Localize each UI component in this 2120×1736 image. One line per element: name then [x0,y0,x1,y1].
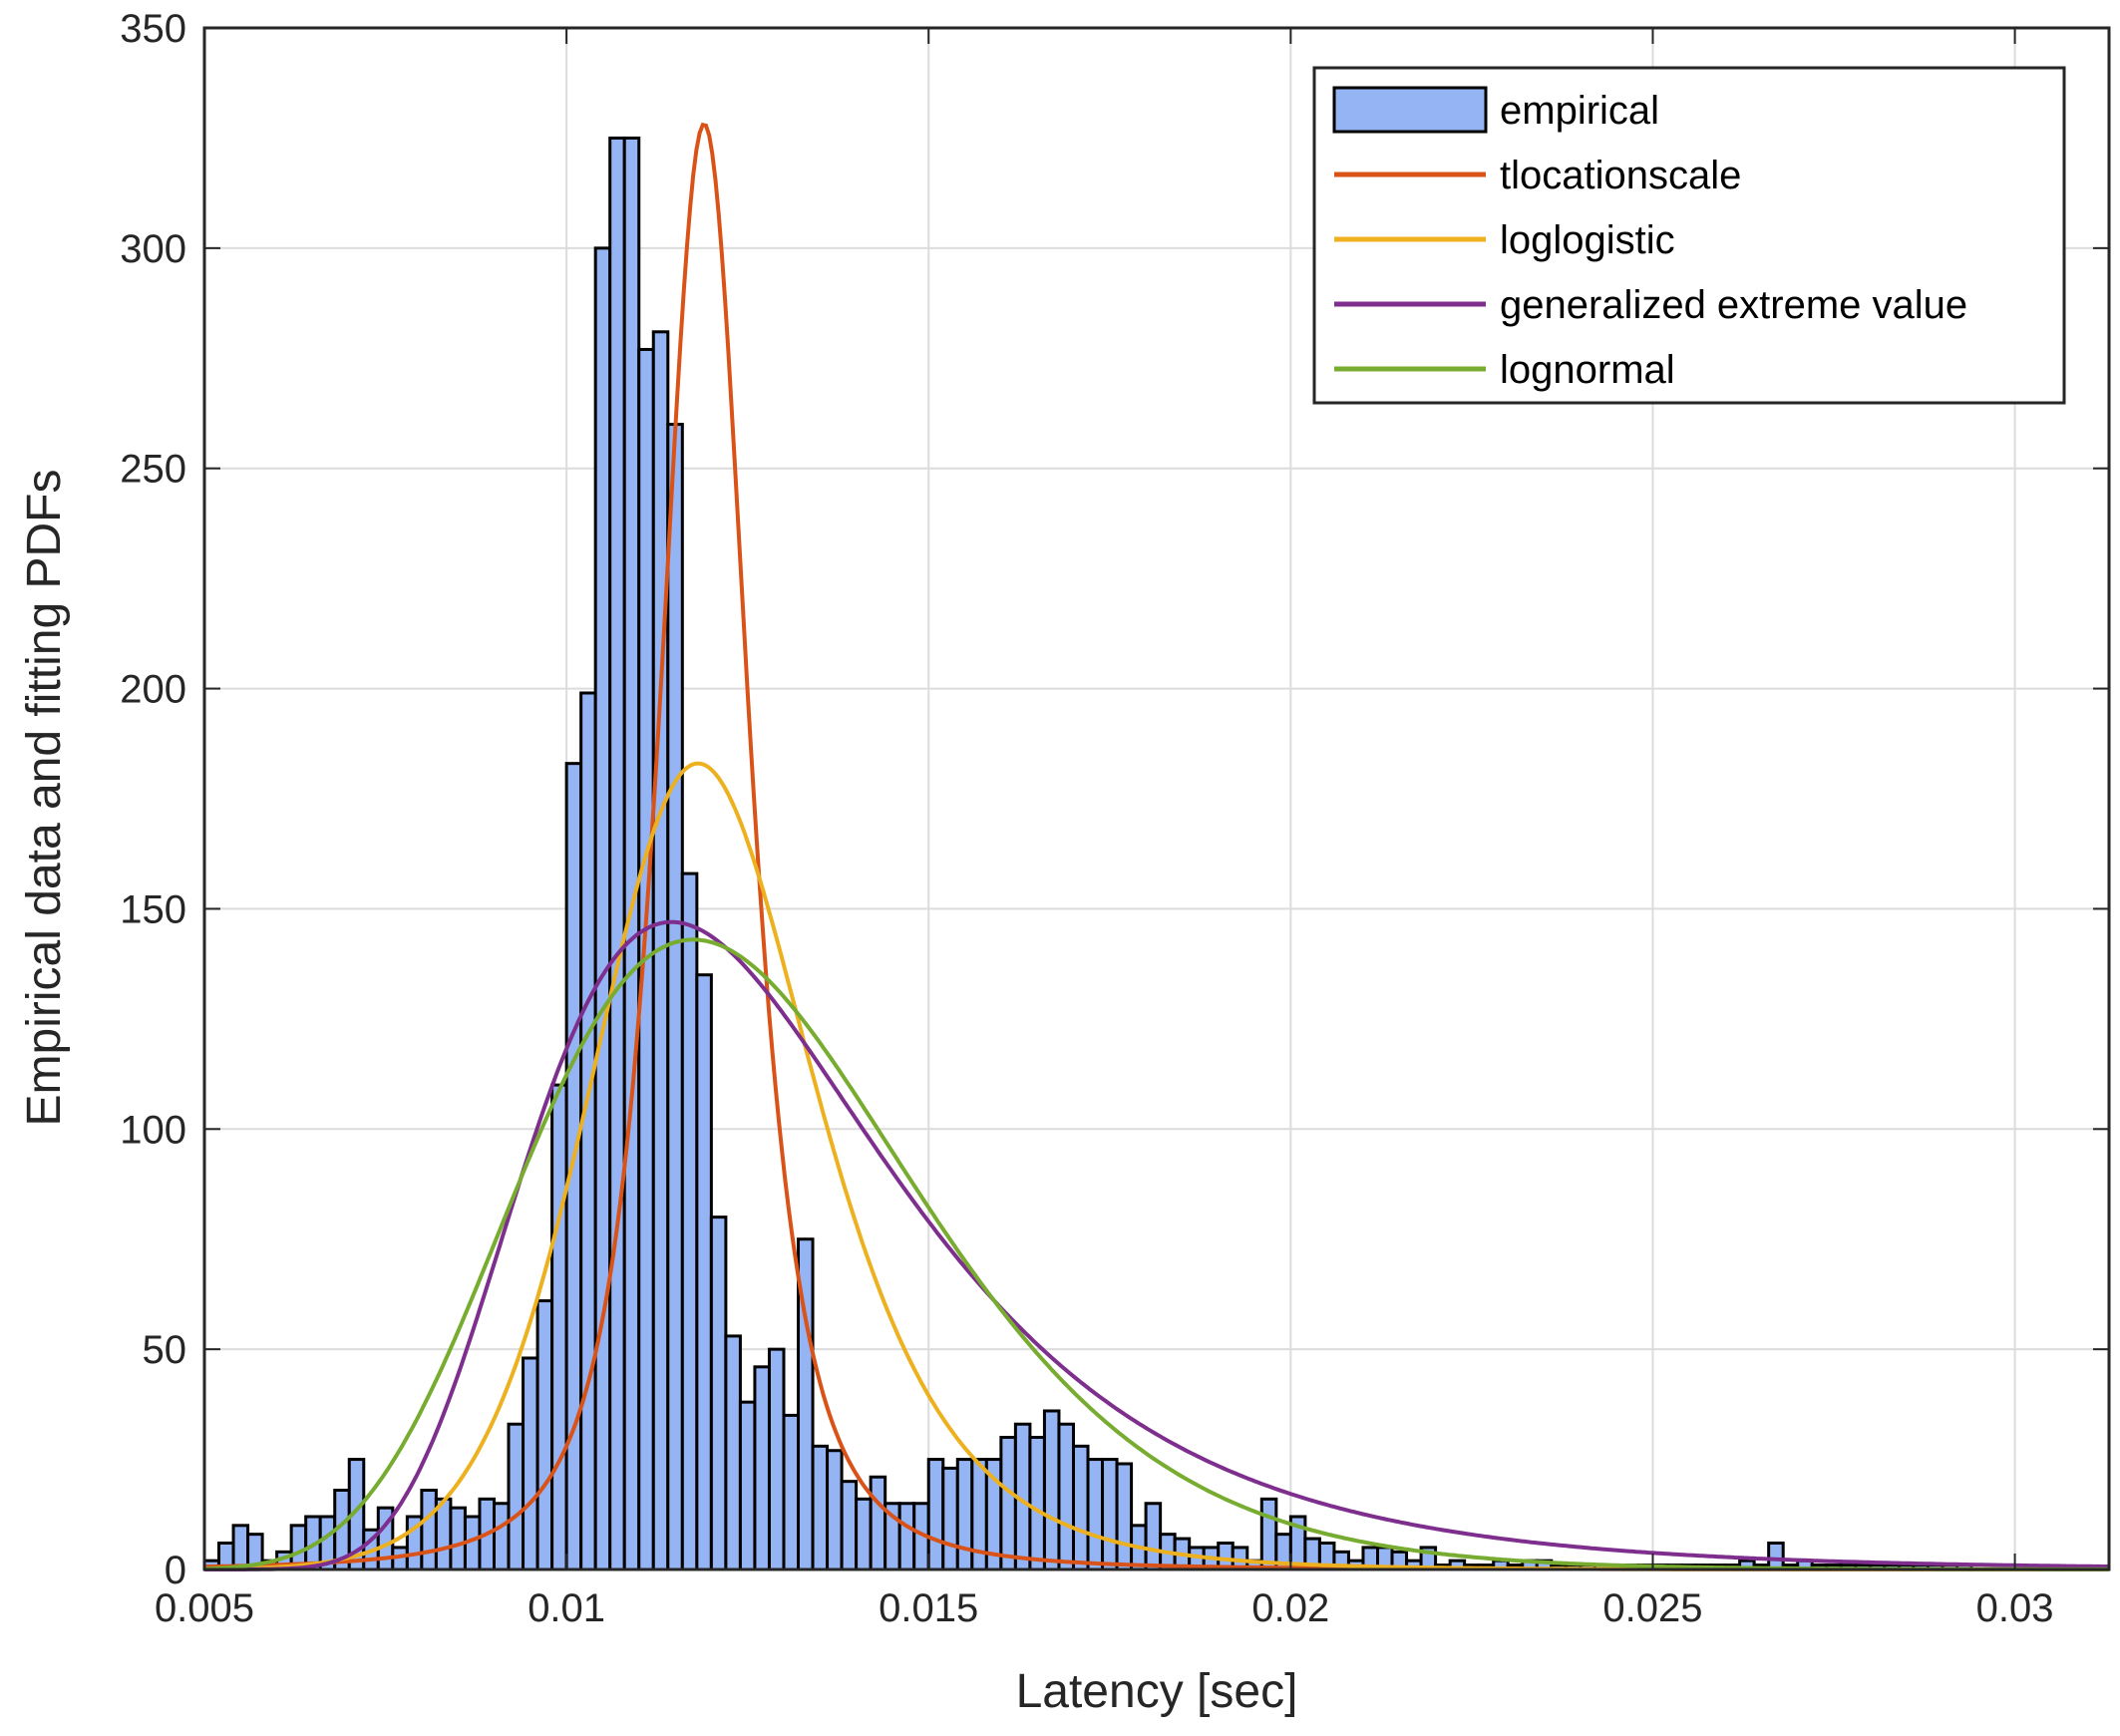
histogram-bar [535,1299,554,1571]
legend-label: loglogistic [1500,218,1675,262]
legend-label: lognormal [1500,348,1675,392]
histogram-bar [782,1413,801,1571]
histogram-bar [666,423,684,1571]
y-tick-label: 0 [165,1549,186,1592]
y-tick-label: 300 [120,227,186,271]
histogram-bar [724,1334,742,1571]
histogram-bar [1086,1458,1105,1571]
x-tick-label: 0.005 [155,1586,254,1630]
histogram-bar [1071,1444,1090,1571]
y-tick-label: 250 [120,448,186,492]
x-tick-label: 0.025 [1602,1586,1702,1630]
y-tick-label: 50 [143,1328,187,1372]
legend-label: tlocationscale [1500,154,1741,197]
histogram-bar [231,1524,250,1571]
y-tick-label: 150 [120,887,186,931]
histogram-bar [955,1458,974,1571]
legend-swatch-empirical [1332,86,1488,134]
histogram-bar [1115,1462,1134,1571]
histogram-bar [1101,1458,1119,1571]
histogram-bar [1057,1422,1075,1571]
plot-frame [202,26,2111,1571]
x-tick-label: 0.03 [1976,1586,2054,1630]
histogram-bar [1767,1541,1785,1571]
histogram-bar [1042,1409,1061,1571]
histogram-bar [680,871,699,1571]
histogram-bar [869,1475,887,1571]
histogram-bar [811,1444,830,1571]
histogram-bar [507,1422,526,1571]
histogram-bar [926,1458,945,1571]
y-tick-label: 350 [120,7,186,51]
x-tick-label: 0.02 [1251,1586,1329,1630]
histogram-bar [753,1365,771,1571]
ticks: 0.005 0.01 0.015 0.02 0.025 0.03 0 50 100 150 200 2… [120,7,2109,1630]
legend-label: empirical [1500,89,1659,133]
x-tick-label: 0.015 [879,1586,978,1630]
histogram-bar [1028,1435,1046,1571]
histogram-bar [608,136,626,1571]
histogram-bar [593,246,612,1571]
histogram-bar [449,1506,467,1571]
legend-label: generalized extreme value [1500,283,1967,327]
histogram-bar [767,1347,786,1571]
x-axis-label: Latency [sec] [1016,1665,1298,1718]
histogram-bar [420,1488,438,1571]
histogram-bar [579,691,597,1571]
histogram-bar [550,1083,568,1571]
histogram-bar [941,1466,959,1571]
histogram-bar [622,136,641,1571]
y-tick-label: 200 [120,668,186,712]
histogram-bar [695,973,713,1571]
histogram-bar [897,1502,916,1571]
histogram-bar [826,1449,844,1571]
histogram-bar [522,1356,539,1571]
histogram-bar [1144,1502,1163,1571]
histogram-bar [738,1400,757,1571]
y-axis-label: Empirical data and fitting PDFs [18,470,71,1127]
histogram-bar [492,1502,511,1571]
legend: empirical tlocationscale loglogistic genera… [1312,66,2066,405]
x-tick-label: 0.01 [528,1586,605,1630]
histogram-bar [709,1215,728,1571]
histogram-bar [999,1435,1017,1571]
histogram-bar [1259,1497,1278,1571]
histogram-bar [840,1480,859,1571]
histogram-bar [855,1497,873,1571]
y-tick-label: 100 [120,1108,186,1152]
